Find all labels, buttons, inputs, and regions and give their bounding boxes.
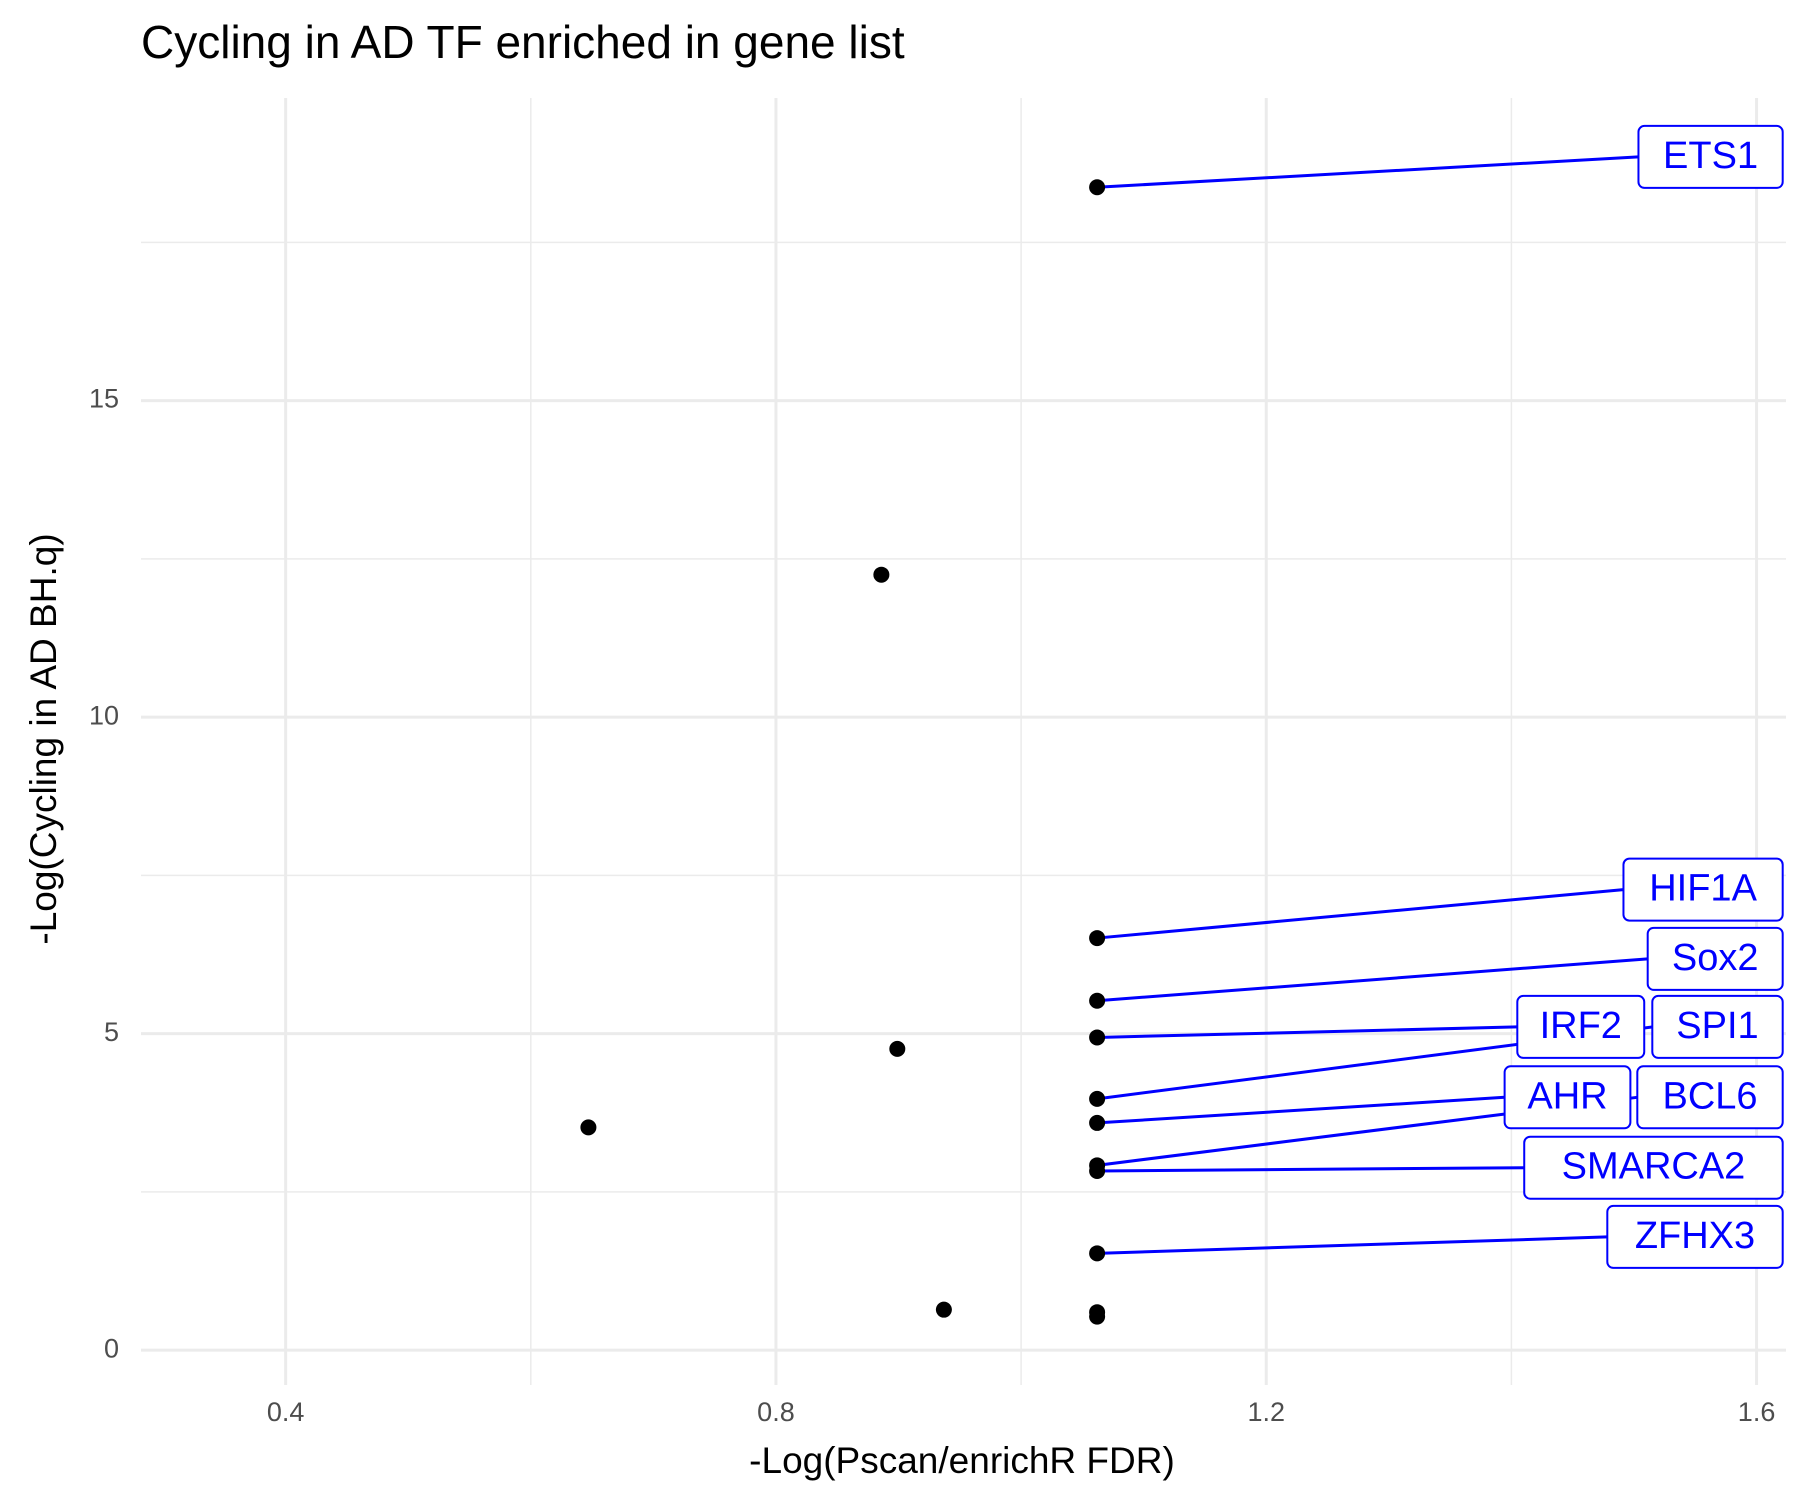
- label-box: [1651, 994, 1784, 1059]
- point-label: HIF1A: [1649, 868, 1757, 910]
- label-box: [1516, 994, 1646, 1059]
- label-box: [1636, 1065, 1784, 1130]
- y-tick-label: 10: [89, 700, 119, 730]
- point-label: AHR: [1527, 1075, 1607, 1117]
- leader-line: [1097, 1025, 1518, 1039]
- y-tick-label: 15: [89, 384, 119, 414]
- x-tick-label: 0.8: [757, 1397, 795, 1427]
- point-label: SPI1: [1676, 1005, 1758, 1047]
- point: [1089, 1163, 1106, 1180]
- y-axis-title: -Log(Cycling in AD BH.q): [23, 533, 64, 944]
- chart-title: Cycling in AD TF enriched in gene list: [141, 16, 905, 68]
- leader-line: [1097, 1095, 1505, 1125]
- leader-line: [1096, 957, 1648, 1003]
- point-label: SMARCA2: [1562, 1146, 1746, 1188]
- point: [1089, 1245, 1106, 1262]
- point: [935, 1301, 952, 1318]
- point-label: Sox2: [1672, 937, 1759, 979]
- x-axis-title: -Log(Pscan/enrichR FDR): [749, 1440, 1175, 1481]
- point-label: BCL6: [1662, 1075, 1757, 1117]
- y-tick-label: 5: [104, 1017, 119, 1047]
- point: [580, 1119, 597, 1136]
- leader-line: [1097, 1235, 1608, 1255]
- point: [1089, 992, 1106, 1009]
- y-tick-label: 0: [104, 1333, 119, 1363]
- label-box: [1523, 1135, 1784, 1200]
- x-tick-label: 1.2: [1247, 1397, 1285, 1427]
- x-tick-label: 1.6: [1738, 1397, 1776, 1427]
- point: [889, 1040, 906, 1057]
- leader-line: [1096, 888, 1624, 940]
- leader-line: [1097, 155, 1639, 189]
- point: [1089, 1090, 1106, 1107]
- point: [873, 566, 890, 583]
- label-box: [1646, 926, 1784, 991]
- point: [1089, 1308, 1106, 1325]
- point-label: IRF2: [1540, 1005, 1622, 1047]
- label-box: [1503, 1065, 1632, 1130]
- point-label: ZFHX3: [1635, 1215, 1755, 1257]
- label-box: [1606, 1204, 1784, 1269]
- x-tick-label: 0.4: [267, 1397, 305, 1427]
- point: [1089, 930, 1106, 947]
- leader-line: [1097, 1166, 1525, 1173]
- label-box: [1622, 857, 1784, 922]
- point: [1089, 1029, 1106, 1046]
- point-label: ETS1: [1663, 135, 1758, 177]
- label-box: [1637, 124, 1784, 189]
- point: [1089, 179, 1106, 196]
- point: [1089, 1114, 1106, 1131]
